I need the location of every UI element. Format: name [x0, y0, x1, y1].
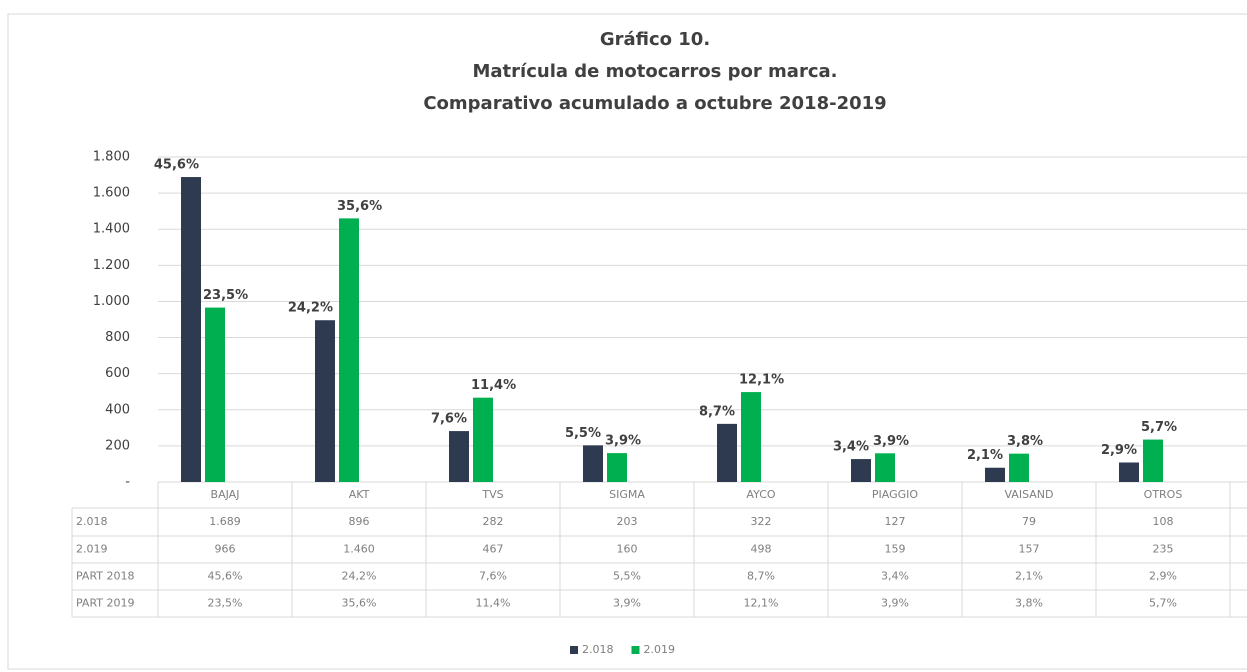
table-cell: 322: [751, 515, 772, 528]
y-tick-label: 400: [105, 402, 130, 417]
chart-subtitle: Comparativo acumulado a octubre 2018-201…: [423, 93, 886, 114]
table-cell: 3,9%: [613, 597, 641, 610]
data-label: 8,7%: [699, 404, 735, 419]
bar: [181, 177, 201, 482]
bar: [607, 453, 627, 482]
chart-subtitle: Matrícula de motocarros por marca.: [473, 61, 838, 82]
y-tick-label: 800: [105, 330, 130, 345]
y-tick-label: 1.000: [93, 294, 130, 309]
data-label: 45,6%: [154, 158, 199, 173]
table-row-header: PART 2018: [76, 570, 135, 583]
table-cell: 1.460: [343, 543, 375, 556]
bar: [1119, 462, 1139, 482]
data-label: 3,9%: [605, 434, 641, 449]
x-tick-label: PIAGGIO: [872, 488, 919, 501]
x-tick-label: OTROS: [1144, 488, 1183, 501]
table-cell: 203: [617, 515, 638, 528]
table-cell: 498: [751, 543, 772, 556]
bar: [985, 467, 1005, 482]
data-label: 24,2%: [288, 301, 333, 316]
data-label: 7,6%: [431, 412, 467, 427]
x-tick-label: VAISAND: [1004, 488, 1053, 501]
table-row-header: 2.018: [76, 515, 108, 528]
table-cell: 157: [1019, 543, 1040, 556]
data-label: 23,5%: [203, 288, 248, 303]
table-cell: 23,5%: [208, 597, 243, 610]
y-tick-label: 200: [105, 438, 130, 453]
legend-label: 2.019: [644, 643, 676, 656]
x-tick-label: SIGMA: [609, 488, 645, 501]
table-cell: 3,4%: [881, 570, 909, 583]
table-cell: 8,7%: [747, 570, 775, 583]
table-cell: 24,2%: [342, 570, 377, 583]
table-cell: 160: [617, 543, 638, 556]
table-cell: 45,6%: [208, 570, 243, 583]
table-cell: 11,4%: [476, 597, 511, 610]
table-cell: 467: [483, 543, 504, 556]
y-tick-label: 600: [105, 366, 130, 381]
bar: [449, 431, 469, 482]
table-cell: 3,9%: [881, 597, 909, 610]
x-tick-label: TVS: [481, 488, 503, 501]
table-cell: 235: [1153, 543, 1174, 556]
table-row-header: 2.019: [76, 543, 108, 556]
chart-title: Gráfico 10.: [600, 29, 710, 50]
data-label: 5,5%: [565, 426, 601, 441]
x-tick-label: AKT: [349, 488, 370, 501]
table-cell: 2,1%: [1015, 570, 1043, 583]
data-label: 5,7%: [1141, 420, 1177, 435]
y-tick-label: -: [125, 475, 130, 490]
data-label: 12,1%: [739, 373, 784, 388]
table-row-header: PART 2019: [76, 597, 135, 610]
x-tick-label: AYCO: [746, 488, 775, 501]
bar: [717, 423, 737, 482]
data-label: 2,1%: [967, 448, 1003, 463]
data-label: 35,6%: [337, 199, 382, 214]
y-tick-label: 1.400: [93, 222, 130, 237]
bar: [205, 307, 225, 482]
legend-swatch: [631, 646, 640, 654]
x-tick-label: BAJAJ: [211, 488, 240, 501]
bar: [851, 459, 871, 482]
bar: [741, 392, 761, 482]
table-cell: 896: [349, 515, 370, 528]
table-cell: 127: [885, 515, 906, 528]
bar: [339, 218, 359, 482]
bar: [1009, 453, 1029, 482]
table-cell: 5,7%: [1149, 597, 1177, 610]
table-cell: 5,5%: [613, 570, 641, 583]
bar: [875, 453, 895, 482]
y-tick-label: 1.800: [93, 150, 130, 165]
legend-swatch: [570, 646, 578, 654]
data-label: 3,9%: [873, 434, 909, 449]
table-cell: 12,1%: [744, 597, 779, 610]
bar: [1143, 439, 1163, 482]
y-tick-label: 1.200: [93, 258, 130, 273]
bar: [315, 320, 335, 482]
bar: [583, 445, 603, 482]
table-cell: 159: [885, 543, 906, 556]
table-cell: 7,6%: [479, 570, 507, 583]
table-cell: 966: [215, 543, 236, 556]
data-label: 11,4%: [471, 378, 516, 393]
y-tick-label: 1.600: [93, 186, 130, 201]
table-cell: 2,9%: [1149, 570, 1177, 583]
table-cell: 282: [483, 515, 504, 528]
table-cell: 1.689: [209, 515, 241, 528]
data-label: 2,9%: [1101, 443, 1137, 458]
table-cell: 108: [1153, 515, 1174, 528]
bar: [473, 397, 493, 482]
data-label: 3,8%: [1007, 434, 1043, 449]
table-cell: 35,6%: [342, 597, 377, 610]
table-cell: 79: [1022, 515, 1036, 528]
data-label: 3,4%: [833, 440, 869, 455]
table-cell: 3,8%: [1015, 597, 1043, 610]
legend-label: 2.018: [582, 643, 614, 656]
